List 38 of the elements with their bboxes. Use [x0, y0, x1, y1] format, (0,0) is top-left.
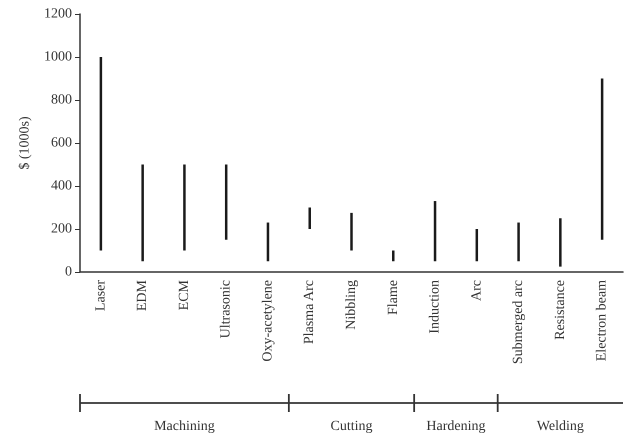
bar — [266, 222, 270, 262]
x-tick-label: Electron beam — [594, 280, 610, 362]
y-tick-label: 0 — [65, 264, 72, 280]
y-axis-title: $ (1000s) — [18, 116, 32, 170]
bar — [476, 229, 478, 262]
x-tick-label: Ultrasonic — [218, 280, 234, 338]
x-tick-label: Induction — [428, 280, 443, 334]
x-tick-label: Nibbling — [344, 280, 359, 330]
bar — [141, 164, 144, 262]
bar — [183, 164, 186, 250]
x-tick-label: Arc — [469, 280, 484, 301]
y-tick-label: 1000 — [44, 50, 72, 64]
x-tick-label: Laser — [93, 280, 108, 312]
x-tick-label: Submerged arc — [511, 280, 526, 364]
y-tick-label: 800 — [51, 92, 72, 108]
x-tick-label: Resistance — [552, 280, 568, 340]
bar — [224, 164, 228, 240]
bar — [517, 222, 520, 262]
bar — [559, 218, 562, 267]
text: Welding — [536, 419, 584, 435]
text: Cutting — [330, 419, 373, 435]
y-tick-label: 600 — [51, 136, 72, 150]
bar — [350, 212, 353, 250]
x-tick-label: ECM — [176, 279, 192, 310]
text: Machining — [154, 419, 215, 435]
text: Hardening — [426, 419, 486, 435]
bar — [308, 208, 311, 229]
x-tick-label: EDM — [135, 279, 150, 312]
x-tick-label: Plasma Arc — [302, 280, 318, 344]
x-tick-label: Oxy-acetylene — [260, 280, 276, 362]
y-tick-label: 200 — [51, 222, 72, 236]
bar — [600, 78, 604, 240]
bar — [434, 201, 436, 262]
y-tick-label: 1200 — [44, 6, 72, 22]
y-tick-label: 400 — [51, 178, 72, 194]
bar — [392, 250, 395, 262]
x-tick-label: Flame — [386, 280, 401, 315]
bar — [100, 57, 102, 250]
